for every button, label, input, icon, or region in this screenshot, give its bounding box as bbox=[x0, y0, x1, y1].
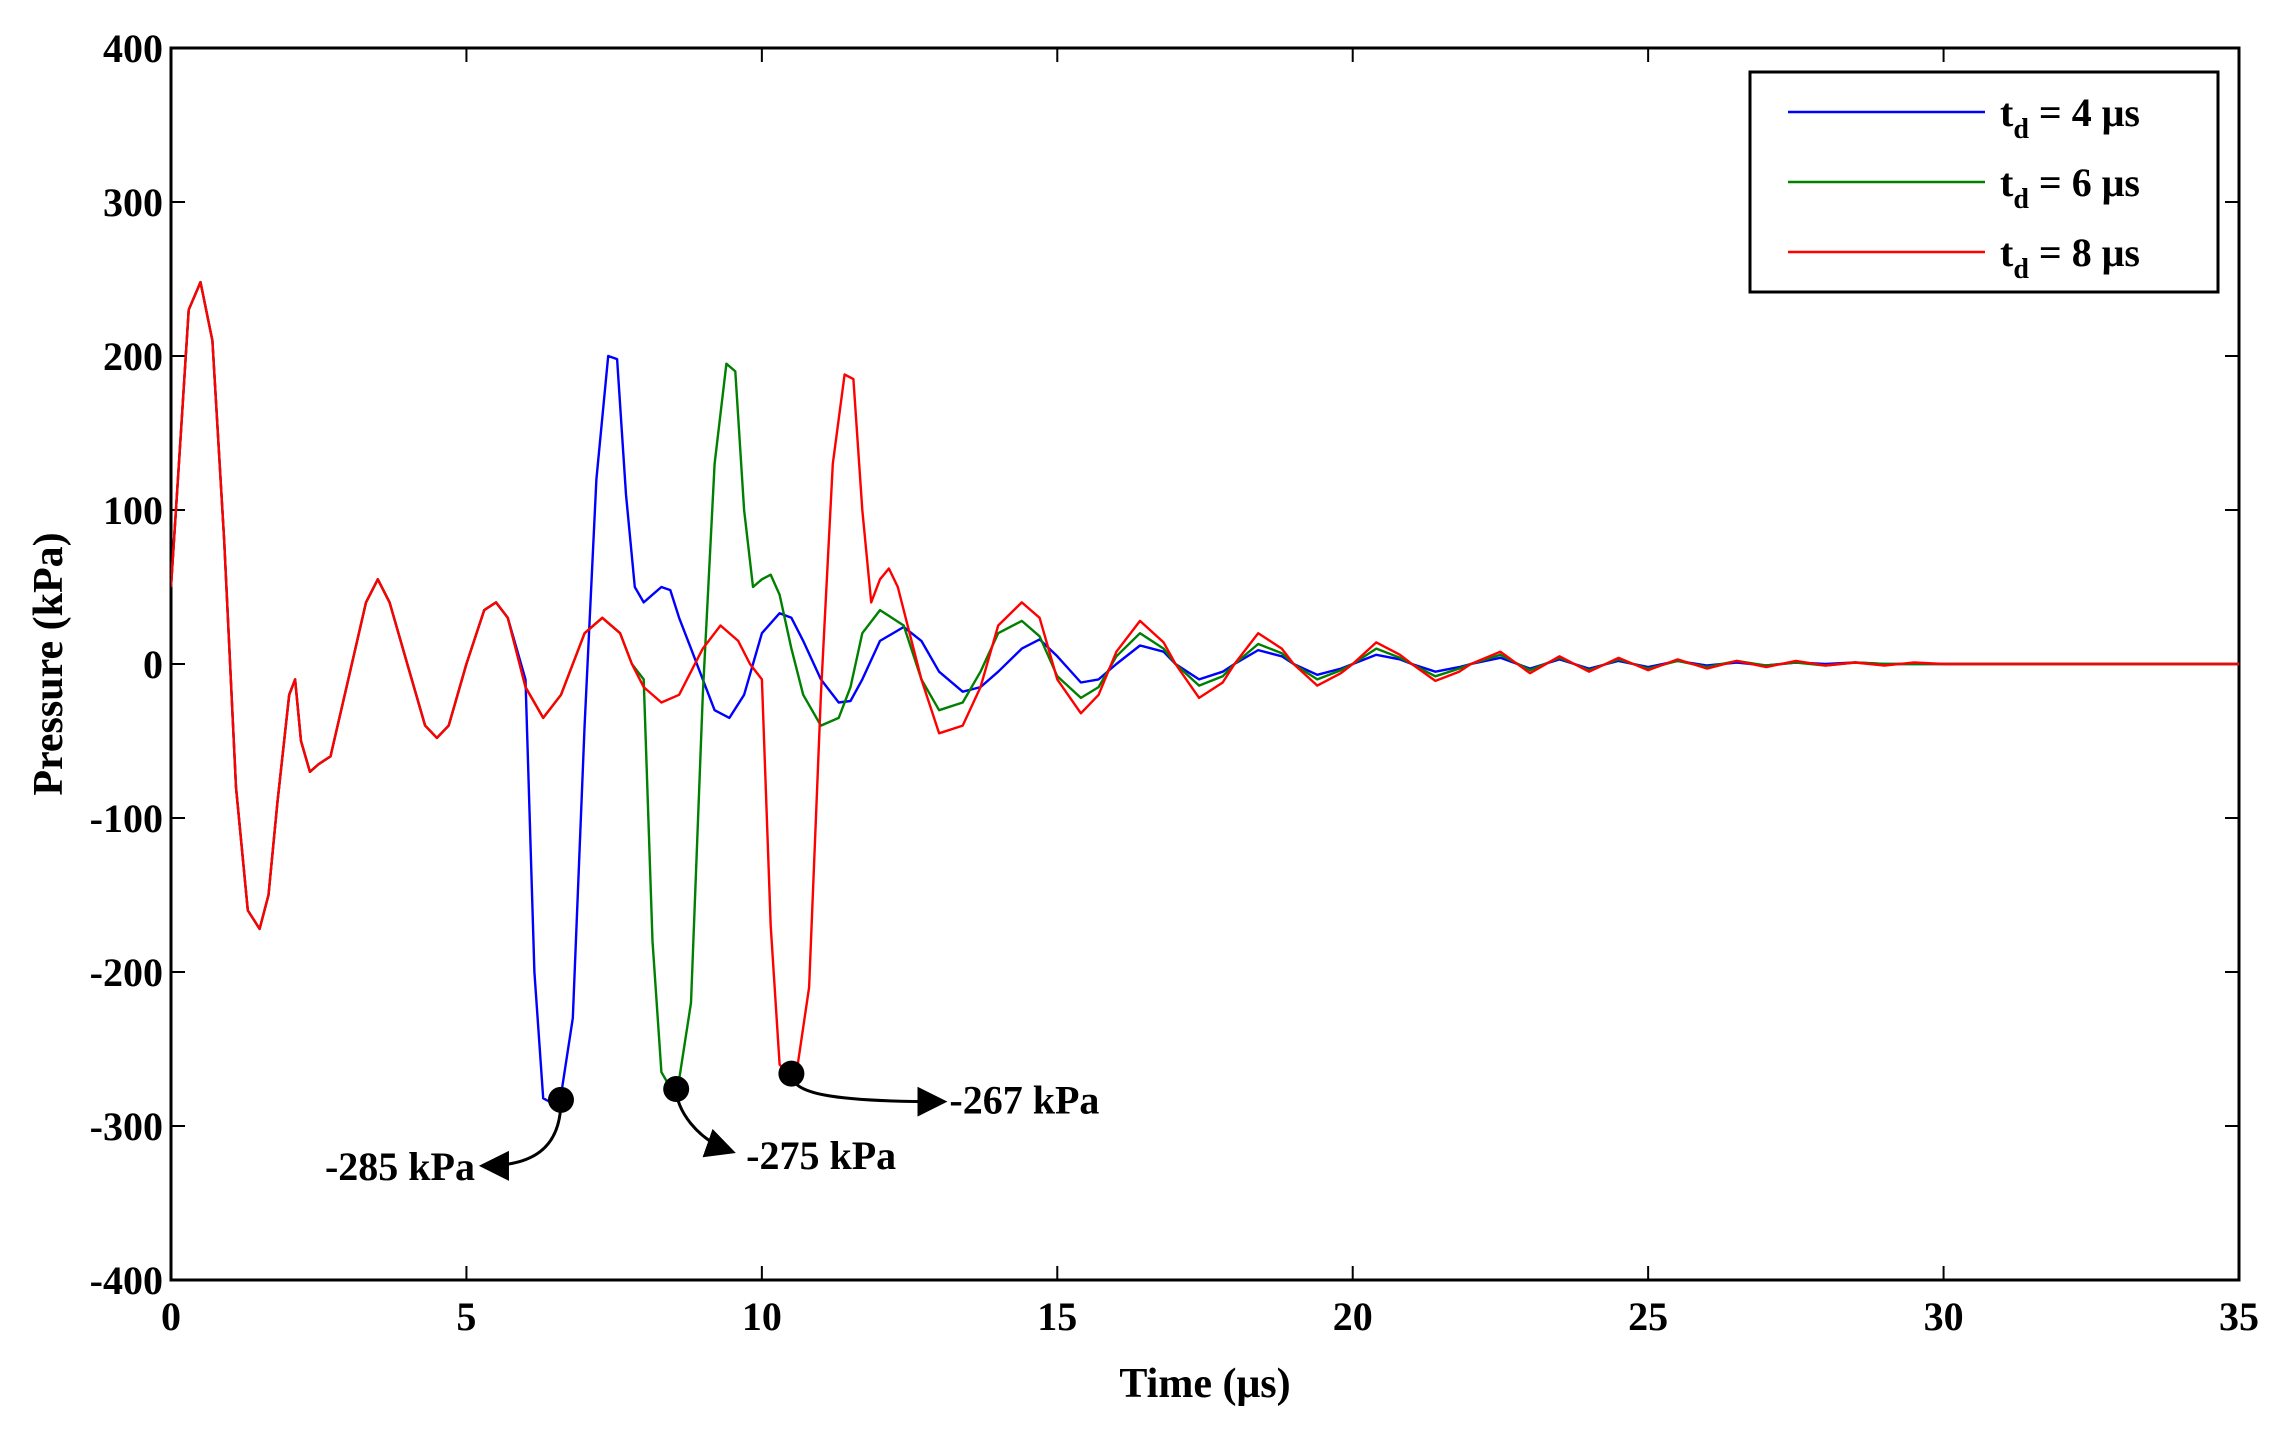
x-axis-title: Time (μs) bbox=[1119, 1361, 1290, 1407]
minimum-marker bbox=[778, 1060, 805, 1087]
x-tick-label: 35 bbox=[2219, 1294, 2259, 1339]
annotation-label: -275 kPa bbox=[746, 1133, 896, 1178]
x-tick-label: 25 bbox=[1628, 1294, 1668, 1339]
minimum-marker bbox=[547, 1086, 574, 1113]
annotation-3: -267 kPa bbox=[778, 1060, 1099, 1123]
series-line-3 bbox=[171, 280, 2239, 1077]
legend-label: td = 4 μs bbox=[2000, 90, 2140, 145]
y-tick-label: -300 bbox=[90, 1104, 163, 1149]
y-tick-label: 200 bbox=[103, 334, 163, 379]
x-tick-label: 5 bbox=[456, 1294, 476, 1339]
minimum-annotations: -285 kPa -275 kPa -267 kPa bbox=[325, 1060, 1099, 1189]
x-tick-label: 10 bbox=[742, 1294, 782, 1339]
minimum-marker bbox=[663, 1076, 690, 1103]
y-axis-ticks: -400 -300 -200 -100 0 100 200 300 400 bbox=[90, 26, 2239, 1303]
y-tick-label: -400 bbox=[90, 1258, 163, 1303]
y-axis-title: Pressure (kPa) bbox=[26, 532, 72, 795]
x-tick-label: 15 bbox=[1037, 1294, 1077, 1339]
y-tick-label: 0 bbox=[143, 642, 163, 687]
annotation-label: -267 kPa bbox=[949, 1078, 1099, 1123]
y-tick-label: 400 bbox=[103, 26, 163, 71]
legend-label: td = 8 μs bbox=[2000, 230, 2140, 285]
y-tick-label: -100 bbox=[90, 796, 163, 841]
legend-entry-1: td = 4 μs bbox=[1788, 90, 2140, 145]
y-tick-label: -200 bbox=[90, 950, 163, 995]
annotation-2: -275 kPa bbox=[663, 1076, 896, 1178]
x-tick-label: 30 bbox=[1924, 1294, 1964, 1339]
legend: td = 4 μs td = 6 μs td = 8 μs bbox=[1748, 70, 2220, 294]
x-tick-label: 0 bbox=[161, 1294, 181, 1339]
y-tick-label: 300 bbox=[103, 180, 163, 225]
y-tick-label: 100 bbox=[103, 488, 163, 533]
x-tick-label: 20 bbox=[1333, 1294, 1373, 1339]
annotation-arrow bbox=[478, 1099, 563, 1181]
legend-entry-3: td = 8 μs bbox=[1788, 230, 2140, 285]
legend-label: td = 6 μs bbox=[2000, 160, 2140, 215]
legend-entry-2: td = 6 μs bbox=[1788, 160, 2140, 215]
series-lines bbox=[171, 280, 2239, 1105]
annotation-1: -285 kPa bbox=[325, 1086, 574, 1189]
x-axis-ticks: 0 5 10 15 20 25 30 35 bbox=[161, 48, 2259, 1339]
annotation-label: -285 kPa bbox=[325, 1144, 475, 1189]
